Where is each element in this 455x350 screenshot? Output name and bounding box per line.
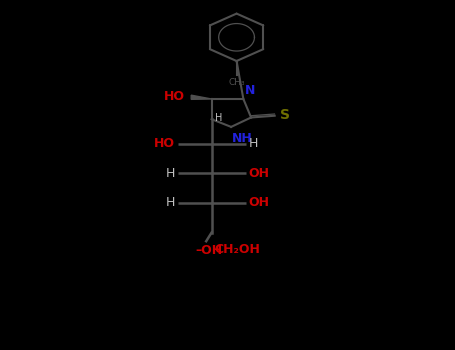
Text: H: H bbox=[248, 137, 258, 150]
Text: CH₃: CH₃ bbox=[228, 78, 245, 87]
Polygon shape bbox=[191, 95, 212, 99]
Text: –OH: –OH bbox=[195, 244, 222, 257]
Text: H: H bbox=[166, 196, 175, 209]
Text: N: N bbox=[245, 84, 256, 97]
Text: H: H bbox=[215, 113, 222, 123]
Text: OH: OH bbox=[248, 196, 269, 209]
Text: CH₂OH: CH₂OH bbox=[214, 243, 260, 256]
Text: HO: HO bbox=[163, 90, 184, 103]
Text: OH: OH bbox=[248, 167, 269, 180]
Text: S: S bbox=[280, 108, 290, 122]
Text: HO: HO bbox=[154, 137, 175, 150]
Text: H: H bbox=[166, 167, 175, 180]
Text: NH: NH bbox=[232, 132, 253, 146]
